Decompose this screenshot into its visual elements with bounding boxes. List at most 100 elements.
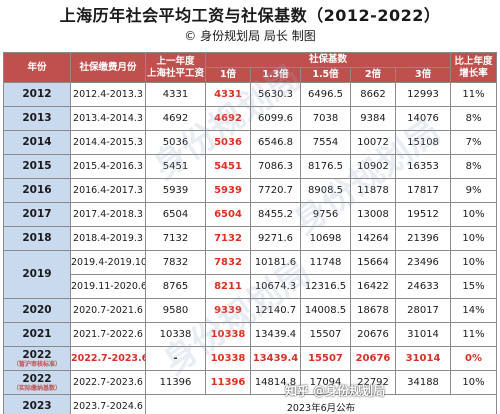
base-15x-cell: 12316.5 [300,274,351,299]
zhihu-watermark: 知乎 @身份规划局 [285,384,386,398]
header-m2: 2倍 [350,67,396,83]
growth-cell: 10% [450,370,498,395]
base-2x-cell: 20676 [350,346,396,371]
salary-table: 年份 社保缴费月份 上一年度 上海社平工资 社保基数 比上年度 增长率 1倍 1… [3,52,498,414]
page-subtitle: © 身份规划局 局长 制图 [184,29,316,43]
base-13x-cell: 7086.3 [250,154,301,179]
wage-cell: 10338 [145,322,206,347]
base-1x-cell: 11396 [205,370,251,395]
base-1x-cell: 5451 [205,154,251,179]
base-2x-cell: 10072 [350,130,396,155]
base-13x-cell: 13439.4 [250,346,301,371]
table-row: 2015 2015.4-2016.3 5451 5451 7086.3 8176… [3,154,498,179]
table-row: 2017 2017.4-2018.3 6504 6504 8455.2 9756… [3,202,498,227]
year-label: 2022 [22,372,52,385]
base-3x-cell: 31014 [394,346,452,371]
base-3x-cell: 34188 [394,370,452,395]
wage-cell: 7132 [145,226,206,251]
wage-cell: 5036 [145,130,206,155]
year-cell: 2021 [3,322,71,347]
period-cell: 2022.7-2023.6 [70,346,146,371]
growth-cell: 7% [450,130,498,155]
base-1x-cell: 8211 [205,274,251,299]
base-2x-cell: 13008 [350,202,396,227]
growth-cell: 0% [450,346,498,371]
base-3x-cell: 15108 [394,130,452,155]
base-15x-cell: 6496.5 [300,82,351,107]
base-15x-cell: 11748 [300,250,351,275]
base-1x-cell: 4692 [205,106,251,131]
base-2x-cell: 8662 [350,82,396,107]
base-2x-cell: 9384 [350,106,396,131]
year-cell: 2023 [3,394,71,414]
base-1x-cell: 6504 [205,202,251,227]
table-row: 2020 2020.7-2021.6 9580 9339 12140.7 140… [3,298,498,323]
period-cell: 2012.4-2013.3 [70,82,146,107]
year-cell: 2022 （实际缴纳基数） [3,370,71,395]
base-3x-cell: 16353 [394,154,452,179]
year-cell: 2022 （暂沪审核标准） [3,346,71,371]
base-3x-cell: 17817 [394,178,452,203]
base-1x-cell: 10338 [205,322,251,347]
table-row: 2012 2012.4-2013.3 4331 4331 5630.3 6496… [3,82,498,107]
growth-cell: 8% [450,106,498,131]
base-3x-cell: 12993 [394,82,452,107]
growth-cell: 11% [450,322,498,347]
base-13x-cell: 14814.8 [250,370,301,395]
table-row-2022-actual: 2022 （实际缴纳基数） 2022.7-2023.6 11396 11396 … [3,370,498,395]
wage-cell: - [145,346,206,371]
period-cell: 2022.7-2023.6 [70,370,146,395]
table-row-2022-provisional: 2022 （暂沪审核标准） 2022.7-2023.6 - 10338 1343… [3,346,498,371]
base-1x-cell: 10338 [205,346,251,371]
wage-cell: 4331 [145,82,206,107]
base-15x-cell: 7038 [300,106,351,131]
wage-cell: 9580 [145,298,206,323]
header-prev-wage-line2: 上海社平工资 [146,67,204,79]
base-3x-cell: 23496 [394,250,452,275]
header-m1: 1倍 [205,67,251,83]
growth-cell: 10% [450,202,498,227]
period-cell: 2023.7-2024.6 [70,394,146,414]
base-2x-cell: 15664 [350,250,396,275]
header-base-group: 社保基数 [204,52,452,68]
header-period: 社保缴费月份 [70,52,146,83]
base-13x-cell: 8455.2 [250,202,301,227]
header-growth: 比上年度 增长率 [450,52,498,83]
base-2x-cell: 10902 [350,154,396,179]
year-sublabel: （暂沪审核标准） [12,360,61,368]
base-15x-cell: 14008.5 [300,298,351,323]
base-13x-cell: 13439.4 [250,322,301,347]
growth-cell: 10% [450,250,498,275]
period-cell: 2016.4-2017.3 [70,178,146,203]
base-15x-cell: 15507 [300,346,351,371]
table-row: 2019 2019.4-2019.10 7832 7832 10181.6 11… [3,250,498,299]
base-13x-cell: 6099.6 [250,106,301,131]
base-13x-cell: 7720.7 [250,178,301,203]
base-2x-cell: 16422 [350,274,396,299]
table-row: 2016 2016.4-2017.3 5939 5939 7720.7 8908… [3,178,498,203]
base-13x-cell: 12140.7 [250,298,301,323]
growth-cell: 14% [450,298,498,323]
growth-cell: 11% [450,82,498,107]
base-2x-cell: 11878 [350,178,396,203]
header-growth-line1: 比上年度 [454,55,493,67]
base-15x-cell: 15507 [300,322,351,347]
base-1x-cell: 9339 [205,298,251,323]
base-3x-cell: 14076 [394,106,452,131]
period-cell: 2014.4-2015.3 [70,130,146,155]
period-cell: 2018.4-2019.3 [70,226,146,251]
year-cell: 2012 [3,82,71,107]
year-cell: 2019 [3,250,71,299]
base-15x-cell: 8908.5 [300,178,351,203]
header-year: 年份 [3,52,71,83]
year-cell: 2013 [3,106,71,131]
year-sublabel: （实际缴纳基数） [12,384,61,392]
table-row: 2013 2013.4-2014.3 4692 4692 6099.6 7038… [3,106,498,131]
base-1x-cell: 4331 [205,82,251,107]
base-2x-cell: 18678 [350,298,396,323]
base-3x-cell: 21396 [394,226,452,251]
base-3x-cell: 19512 [394,202,452,227]
wage-cell: 5939 [145,178,206,203]
base-1x-cell: 5939 [205,178,251,203]
period-cell: 2019.4-2019.10 [70,250,146,275]
